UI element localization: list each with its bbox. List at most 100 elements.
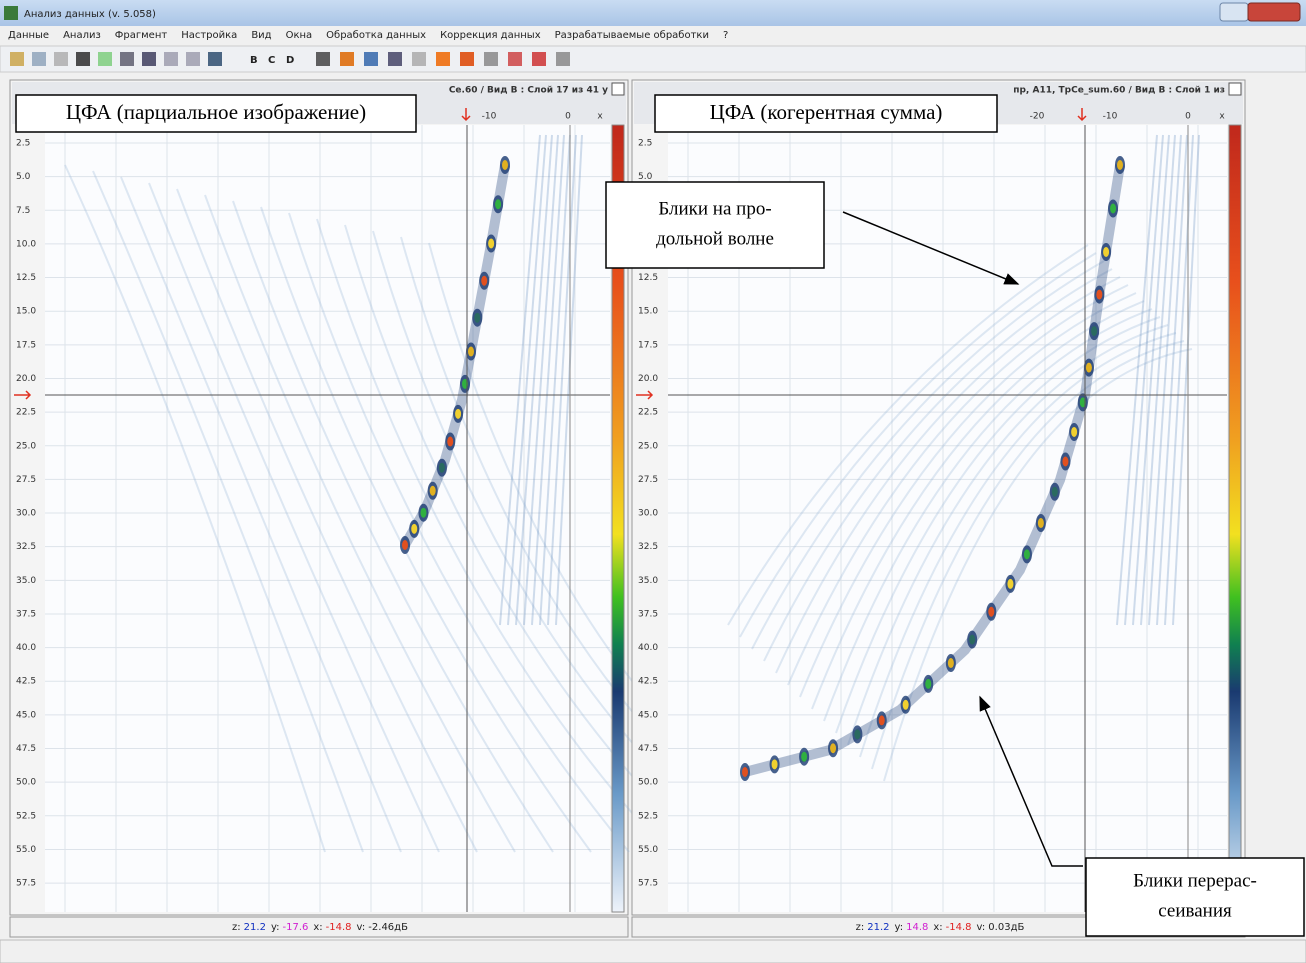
toolbar-icon[interactable] <box>436 52 450 66</box>
reflection <box>988 607 994 617</box>
panel-header-text: Ce.60 / Вид B : Слой 17 из 41 y <box>449 86 608 96</box>
toolbar-icon[interactable] <box>388 52 402 66</box>
panel-header-text: пр, A11, ТрСe_sum.60 / Вид B : Слой 1 из <box>1013 86 1225 96</box>
toolbar-icon[interactable] <box>316 52 330 66</box>
menu-item[interactable]: Обработка данных <box>326 30 426 41</box>
menu-item[interactable]: Вид <box>251 30 271 41</box>
reflection <box>474 313 480 323</box>
reflection <box>903 700 909 710</box>
reflection <box>1007 579 1013 589</box>
y-tick-label: 15.0 <box>638 307 658 317</box>
annotation: ЦФА (парциальное изображение) <box>66 100 366 124</box>
reflection <box>468 347 474 357</box>
menu-item[interactable]: Окна <box>286 30 313 41</box>
y-tick-label: 45.0 <box>16 710 36 720</box>
y-tick-label: 22.5 <box>638 408 658 418</box>
y-tick-label: 30.0 <box>638 509 658 519</box>
status-label: z: <box>856 922 865 933</box>
toolbar-icon[interactable] <box>54 52 68 66</box>
y-tick-label: 55.0 <box>16 845 36 855</box>
reflection <box>495 199 501 209</box>
menu-item[interactable]: Коррекция данных <box>440 30 541 41</box>
y-tick-label: 25.0 <box>16 441 36 451</box>
y-tick-label: 27.5 <box>16 475 36 485</box>
screenshot: Анализ данных (v. 5.058) Ce.60 / Вид B :… <box>0 0 1306 963</box>
status-label: x: <box>933 922 942 933</box>
toolbar-icon[interactable] <box>340 52 354 66</box>
toolbar-icon[interactable] <box>412 52 426 66</box>
y-tick-label: 57.5 <box>16 879 36 889</box>
toolbar-icon[interactable] <box>532 52 546 66</box>
window-title: Анализ данных (v. 5.058) <box>24 9 156 20</box>
reflection <box>854 729 860 739</box>
y-tick-label: 25.0 <box>638 441 658 451</box>
y-tick-label: 5.0 <box>638 172 653 182</box>
x-tick-label: x <box>597 112 603 122</box>
y-tick-label: 50.0 <box>16 778 36 788</box>
close-button[interactable] <box>1248 3 1300 21</box>
x-tick-label: 0 <box>565 112 571 122</box>
toolbar-icon[interactable] <box>364 52 378 66</box>
y-tick-label: 12.5 <box>638 273 658 283</box>
minimize-button[interactable] <box>1220 3 1248 21</box>
panel-restore-button[interactable] <box>1229 83 1241 95</box>
y-tick-label: 32.5 <box>638 542 658 552</box>
menu-item[interactable]: Настройка <box>181 30 237 41</box>
y-tick-label: 17.5 <box>638 340 658 350</box>
reflection <box>948 658 954 668</box>
menu-item[interactable]: ? <box>723 30 728 41</box>
toolbar-icon[interactable] <box>186 52 200 66</box>
toolbar-button[interactable]: B <box>250 55 258 66</box>
y-tick-label: 35.0 <box>16 576 36 586</box>
color-bar <box>1229 125 1241 912</box>
toolbar-icon[interactable] <box>76 52 90 66</box>
status-label: v: <box>357 922 366 933</box>
y-tick-label: 20.0 <box>16 374 36 384</box>
page: {"window": {"title": "Анализ данных (v. … <box>0 0 1306 963</box>
y-tick-label: 40.0 <box>16 643 36 653</box>
reflection <box>447 437 453 447</box>
x-tick-label: -10 <box>1103 112 1118 122</box>
status-value: -17.6 <box>283 922 309 933</box>
toolbar-icon[interactable] <box>208 52 222 66</box>
toolbar-icon[interactable] <box>120 52 134 66</box>
toolbar-icon[interactable] <box>164 52 178 66</box>
toolbar-button[interactable]: D <box>286 55 294 66</box>
menu-item[interactable]: Данные <box>8 30 49 41</box>
y-tick-label: 45.0 <box>638 710 658 720</box>
toolbar-icon[interactable] <box>508 52 522 66</box>
y-tick-label: 52.5 <box>16 811 36 821</box>
reflection <box>1024 549 1030 559</box>
y-tick-label: 42.5 <box>638 677 658 687</box>
reflection <box>1052 487 1058 497</box>
toolbar-icon[interactable] <box>98 52 112 66</box>
reflection <box>1071 427 1077 437</box>
reflection <box>488 238 494 248</box>
reflection <box>742 767 748 777</box>
toolbar-icon[interactable] <box>32 52 46 66</box>
reflection <box>420 508 426 518</box>
toolbar-button[interactable]: C <box>268 55 275 66</box>
menu-item[interactable]: Фрагмент <box>115 30 168 41</box>
y-tick-label: 47.5 <box>16 744 36 754</box>
callout-text: дольной волне <box>656 228 774 249</box>
y-tick-label: 30.0 <box>16 509 36 519</box>
status-value: 14.8 <box>906 922 928 933</box>
status-text: z:21.2y:-17.6x:-14.8v:-2.46дБ <box>232 922 408 933</box>
status-label: v: <box>977 922 986 933</box>
panel-restore-button[interactable] <box>612 83 624 95</box>
toolbar-icon[interactable] <box>484 52 498 66</box>
y-tick-label: 5.0 <box>16 172 31 182</box>
toolbar-icon[interactable] <box>10 52 24 66</box>
y-tick-label: 22.5 <box>16 408 36 418</box>
reflection <box>1103 247 1109 257</box>
y-tick-label: 35.0 <box>638 576 658 586</box>
toolbar-icon[interactable] <box>556 52 570 66</box>
toolbar-icon[interactable] <box>460 52 474 66</box>
reflection <box>481 276 487 286</box>
menu-item[interactable]: Анализ <box>63 30 101 41</box>
status-value: -14.8 <box>326 922 352 933</box>
menu-item[interactable]: Разрабатываемые обработки <box>555 30 709 41</box>
toolbar-icon[interactable] <box>142 52 156 66</box>
